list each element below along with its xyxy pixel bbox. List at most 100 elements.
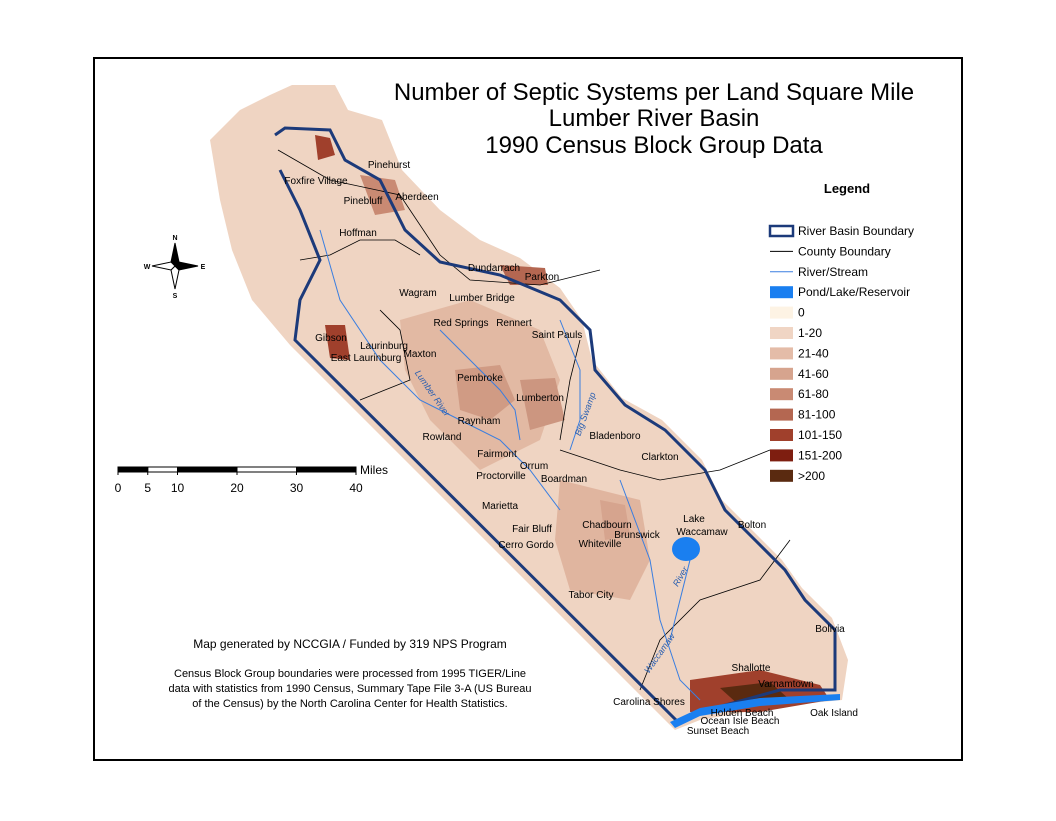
compass-letter: E [201, 264, 206, 271]
place-label: Aberdeen [395, 192, 438, 203]
rivers [319, 229, 701, 701]
place-label: Oak Island [810, 708, 858, 719]
place-label: Varnamtown [758, 679, 813, 690]
compass-letter: W [144, 264, 151, 271]
place-label: Laurinburg [360, 341, 408, 352]
place-label: Fair Bluff [512, 524, 552, 535]
scale-segment [296, 466, 357, 473]
place-label: Carolina Shores [613, 697, 685, 708]
scale-segment [236, 466, 297, 473]
place-label: Pinehurst [368, 160, 410, 171]
basin-boundary [274, 126, 837, 724]
place-label: Bladenboro [589, 431, 641, 442]
place-label: Pembroke [457, 373, 503, 384]
place-label: Lumberton [516, 393, 564, 404]
legend-label: County Boundary [798, 244, 891, 258]
place-label: Chadbourn [582, 520, 631, 531]
title-line: 1990 Census Block Group Data [485, 132, 823, 159]
title-line: Number of Septic Systems per Land Square… [394, 79, 914, 106]
place-label: Cerro Gordo [498, 540, 554, 551]
legend-label: River/Stream [798, 265, 868, 279]
legend-swatch [768, 224, 795, 238]
compass-letter: N [172, 235, 177, 242]
place-label: Lumber Bridge [449, 293, 515, 304]
place-label: Hoffman [339, 228, 377, 239]
legend-title: Legend [824, 181, 870, 196]
place-label: Holden Beach [711, 708, 774, 719]
legend-label: 21-40 [798, 346, 829, 360]
legend-swatch [770, 347, 793, 360]
scale-segment [147, 466, 178, 473]
scale-label: 40 [349, 481, 363, 495]
legend-label: 41-60 [798, 367, 829, 381]
legend-label: 1-20 [798, 326, 822, 340]
legend-swatch [770, 367, 793, 380]
scale-label: 30 [290, 481, 304, 495]
place-label: Bolivia [815, 624, 845, 635]
compass [151, 242, 199, 290]
credit-line: of the Census) by the North Carolina Cen… [192, 698, 507, 710]
place-label: Foxfire Village [284, 176, 348, 187]
place-label: Clarkton [641, 452, 678, 463]
place-label: Boardman [541, 474, 587, 485]
place-label: Marietta [482, 501, 519, 512]
legend-label: >200 [798, 469, 825, 483]
compass-letter: S [173, 293, 178, 300]
legend-swatch [770, 286, 793, 299]
title-line: Lumber River Basin [549, 105, 760, 132]
legend-swatch [770, 388, 793, 401]
place-label: Saint Pauls [532, 330, 583, 341]
legend-label: River Basin Boundary [798, 224, 914, 238]
legend-swatch [770, 429, 793, 441]
place-label: Rennert [496, 318, 532, 329]
place-label: Waccamaw [676, 527, 728, 538]
lake-waccamaw [672, 537, 700, 561]
place-label: Proctorville [476, 471, 526, 482]
scale-label: 5 [144, 481, 151, 495]
place-label: Ocean Isle Beach [701, 716, 780, 727]
place-label: Red Springs [433, 318, 488, 329]
place-label: Shallotte [732, 663, 771, 674]
place-label: Wagram [399, 288, 436, 299]
county-boundaries [277, 149, 791, 691]
place-label: Raynham [458, 416, 501, 427]
credit-line: data with statistics from 1990 Census, S… [169, 683, 532, 695]
legend-label: 101-150 [798, 428, 842, 442]
legend-swatch [770, 306, 793, 319]
place-label: Tabor City [568, 590, 613, 601]
credit-line: Map generated by NCCGIA / Funded by 319 … [193, 637, 507, 651]
place-label: East Laurinburg [331, 353, 402, 364]
scale-label: 10 [171, 481, 185, 495]
place-label: Lake [683, 514, 705, 525]
scale-label: 20 [230, 481, 244, 495]
place-label: Bolton [738, 520, 766, 531]
place-label: Rowland [423, 432, 462, 443]
legend-swatch [770, 469, 793, 482]
place-label: Sunset Beach [687, 726, 749, 737]
legend-swatch [770, 327, 793, 339]
basin [210, 85, 848, 730]
legend-label: 0 [798, 306, 805, 320]
coastal-water [670, 694, 840, 728]
place-label: Maxton [404, 349, 437, 360]
place-label: Fairmont [477, 449, 517, 460]
legend-label: 61-80 [798, 387, 829, 401]
scale-label: 0 [115, 481, 122, 495]
legend-label: 81-100 [798, 408, 836, 422]
place-label: Orrum [520, 461, 548, 472]
place-label: Brunswick [614, 530, 661, 541]
credit-line: Census Block Group boundaries were proce… [174, 668, 526, 680]
scale-segment [177, 466, 238, 473]
place-label: Dundarrach [468, 263, 520, 274]
place-label: Whiteville [579, 539, 622, 550]
place-label: Pinebluff [344, 196, 383, 207]
place-label: Parkton [525, 272, 559, 283]
scale-segment [117, 466, 149, 473]
scale-unit: Miles [360, 463, 388, 477]
legend-swatch [770, 449, 793, 462]
legend-label: 151-200 [798, 448, 842, 462]
legend-label: Pond/Lake/Reservoir [798, 285, 910, 299]
place-label: Gibson [315, 333, 347, 344]
legend-swatch [770, 408, 793, 421]
